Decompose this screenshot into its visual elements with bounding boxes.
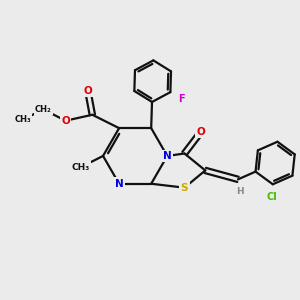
Text: H: H xyxy=(236,187,243,196)
Text: N: N xyxy=(115,179,124,189)
Text: Cl: Cl xyxy=(266,192,277,202)
Text: S: S xyxy=(181,183,188,193)
Text: O: O xyxy=(196,127,205,137)
Text: O: O xyxy=(83,86,92,96)
Text: Cl: Cl xyxy=(266,192,277,202)
Text: F: F xyxy=(178,94,184,104)
Text: CH₂: CH₂ xyxy=(35,105,52,114)
Text: F: F xyxy=(178,94,184,104)
Text: O: O xyxy=(61,116,70,126)
Text: N: N xyxy=(163,151,172,161)
Text: CH₃: CH₃ xyxy=(14,115,31,124)
Text: CH₃: CH₃ xyxy=(72,163,90,172)
